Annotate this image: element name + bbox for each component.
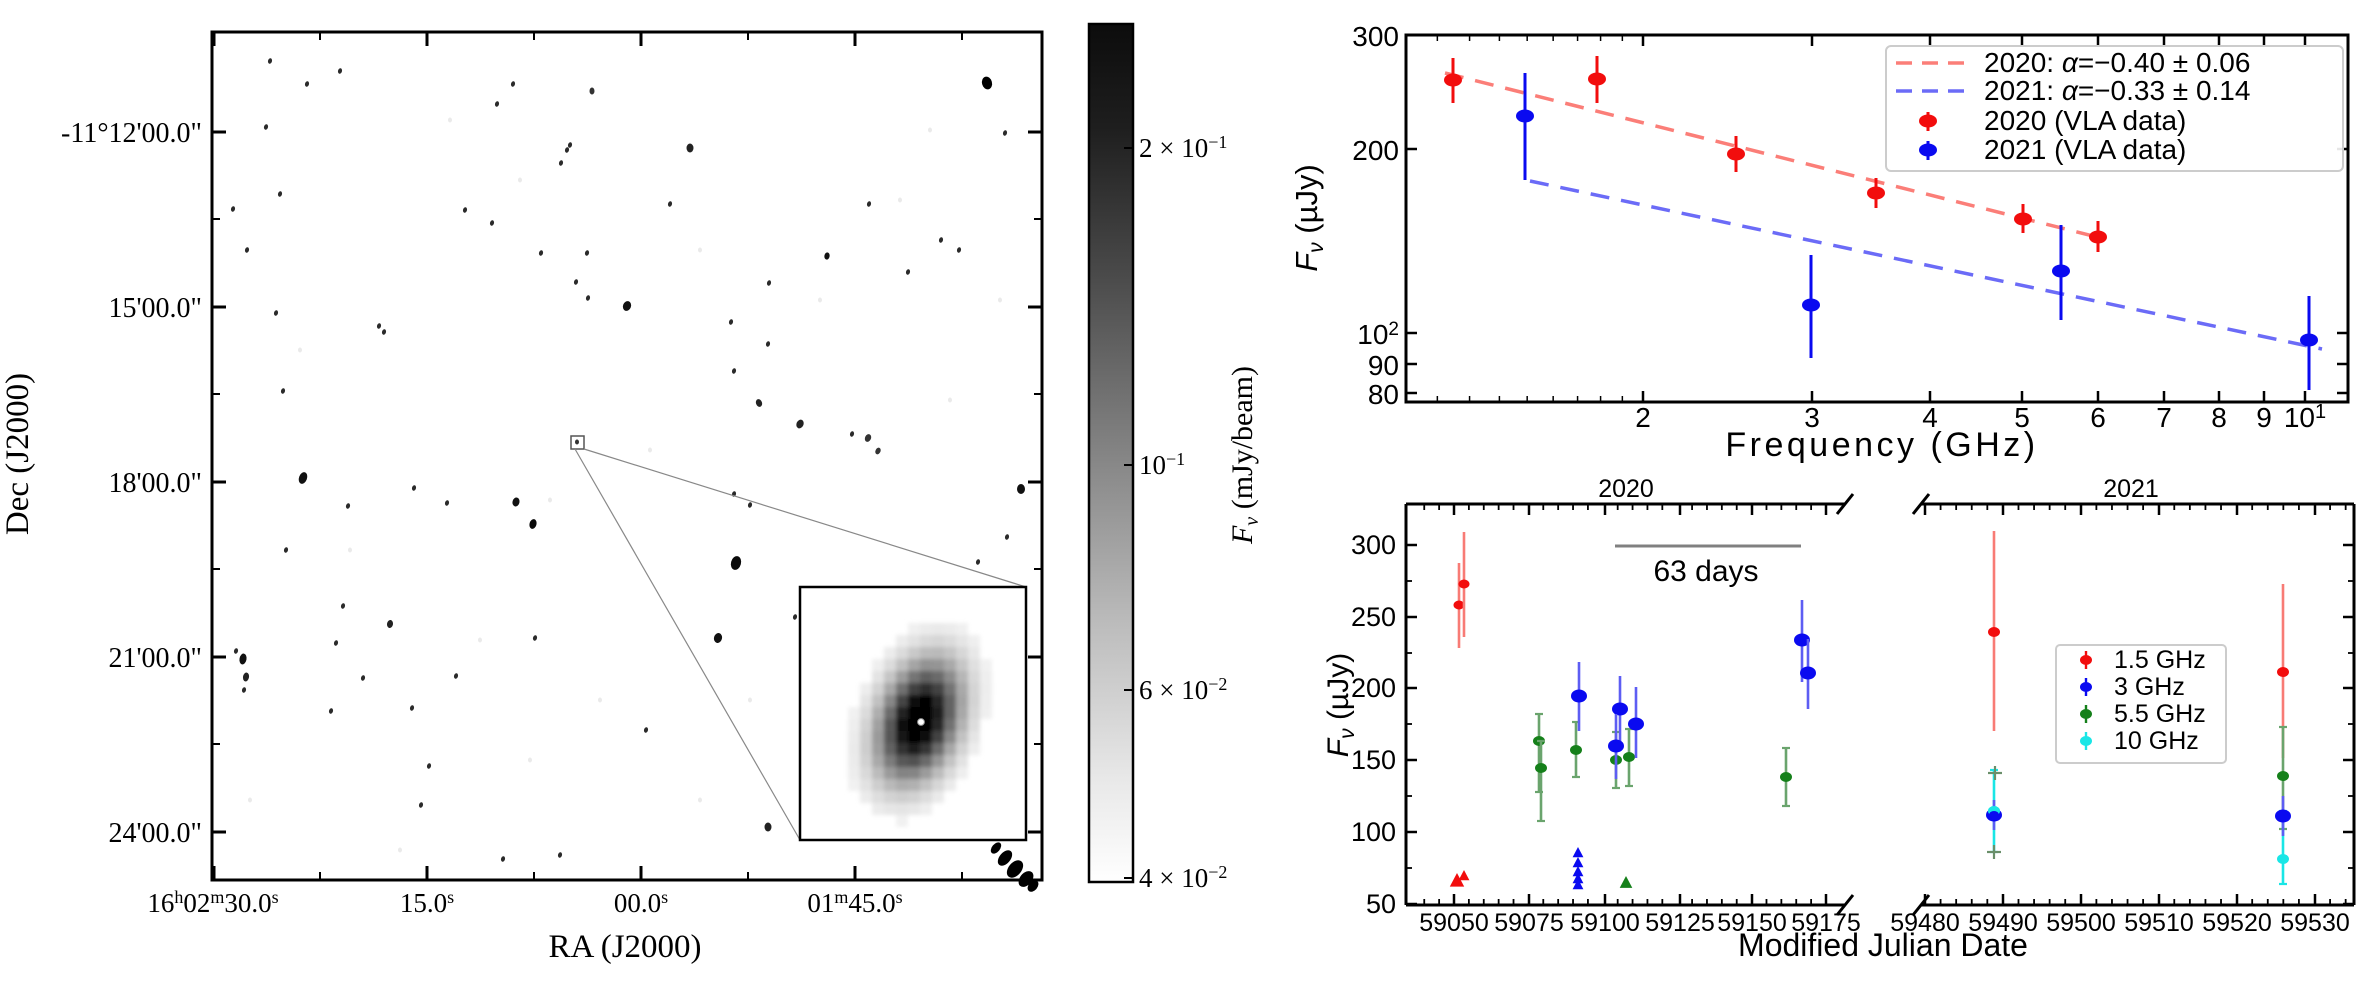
svg-text:59150: 59150 [1717, 909, 1787, 937]
svg-text:24'00.0": 24'00.0" [109, 818, 202, 849]
svg-text:6: 6 [2090, 402, 2106, 433]
svg-text:2021: 2021 [2103, 475, 2159, 503]
svg-text:3: 3 [1804, 402, 1820, 433]
svg-text:2 × 10−1: 2 × 10−1 [1139, 132, 1227, 163]
svg-text:250: 250 [1351, 602, 1396, 632]
svg-text:59125: 59125 [1645, 909, 1715, 937]
svg-text:15'00.0": 15'00.0" [109, 293, 202, 324]
svg-text:5: 5 [2014, 402, 2030, 433]
svg-text:59050: 59050 [1419, 909, 1489, 937]
svg-text:Fν (µJy): Fν (µJy) [1289, 164, 1328, 272]
svg-text:9: 9 [2256, 402, 2272, 433]
svg-text:59500: 59500 [2046, 909, 2116, 937]
svg-text:59075: 59075 [1494, 909, 1564, 937]
svg-text:4: 4 [1922, 402, 1938, 433]
svg-text:8: 8 [2211, 402, 2227, 433]
svg-text:102: 102 [1357, 319, 1399, 350]
svg-text:6 × 10−2: 6 × 10−2 [1139, 674, 1227, 705]
svg-text:18'00.0": 18'00.0" [109, 468, 202, 499]
svg-text:5.5 GHz: 5.5 GHz [2114, 700, 2206, 728]
svg-text:300: 300 [1351, 530, 1396, 560]
svg-text:2020: α=−0.40 ± 0.06: 2020: α=−0.40 ± 0.06 [1984, 47, 2250, 78]
svg-text:50: 50 [1366, 889, 1396, 919]
svg-text:100: 100 [1351, 817, 1396, 847]
svg-text:2020: 2020 [1598, 475, 1654, 503]
svg-text:1.5 GHz: 1.5 GHz [2114, 646, 2206, 674]
svg-text:59175: 59175 [1791, 909, 1861, 937]
svg-text:Modified Julian Date: Modified Julian Date [1738, 927, 2028, 963]
svg-text:2021: α=−0.33 ± 0.14: 2021: α=−0.33 ± 0.14 [1984, 75, 2250, 106]
svg-text:10 GHz: 10 GHz [2114, 727, 2199, 755]
svg-text:200: 200 [1351, 673, 1396, 703]
svg-text:2020 (VLA data): 2020 (VLA data) [1984, 105, 2186, 136]
svg-text:59530: 59530 [2280, 909, 2350, 937]
svg-text:59510: 59510 [2124, 909, 2194, 937]
svg-text:59490: 59490 [1968, 909, 2038, 937]
svg-text:80: 80 [1368, 379, 1399, 410]
svg-text:-11°12'00.0": -11°12'00.0" [61, 118, 202, 149]
svg-text:21'00.0": 21'00.0" [109, 643, 202, 674]
svg-text:01m45.0s: 01m45.0s [807, 887, 902, 918]
svg-text:2021 (VLA data): 2021 (VLA data) [1984, 134, 2186, 165]
svg-text:Fν (µJy): Fν (µJy) [1322, 653, 1359, 757]
svg-text:200: 200 [1352, 135, 1399, 166]
svg-text:10−1: 10−1 [1139, 449, 1185, 480]
svg-text:Fν (mJy/beam): Fν (mJy/beam) [1226, 366, 1263, 545]
svg-text:300: 300 [1352, 21, 1399, 52]
svg-text:Frequency (GHz): Frequency (GHz) [1725, 426, 2038, 464]
svg-text:101: 101 [2284, 401, 2326, 433]
svg-text:150: 150 [1351, 745, 1396, 775]
svg-text:59520: 59520 [2202, 909, 2272, 937]
svg-text:15.0s: 15.0s [400, 887, 454, 918]
svg-text:Dec (J2000): Dec (J2000) [0, 373, 36, 535]
svg-text:59100: 59100 [1570, 909, 1640, 937]
svg-text:7: 7 [2156, 402, 2172, 433]
svg-text:4 × 10−2: 4 × 10−2 [1139, 862, 1227, 893]
svg-text:RA (J2000): RA (J2000) [548, 929, 701, 965]
svg-text:2: 2 [1635, 402, 1651, 433]
svg-text:59480: 59480 [1890, 909, 1960, 937]
svg-text:90: 90 [1368, 350, 1399, 381]
svg-text:16h02m30.0s: 16h02m30.0s [147, 887, 278, 918]
svg-text:00.0s: 00.0s [614, 887, 668, 918]
svg-text:63 days: 63 days [1653, 555, 1758, 588]
svg-text:3 GHz: 3 GHz [2114, 673, 2185, 701]
